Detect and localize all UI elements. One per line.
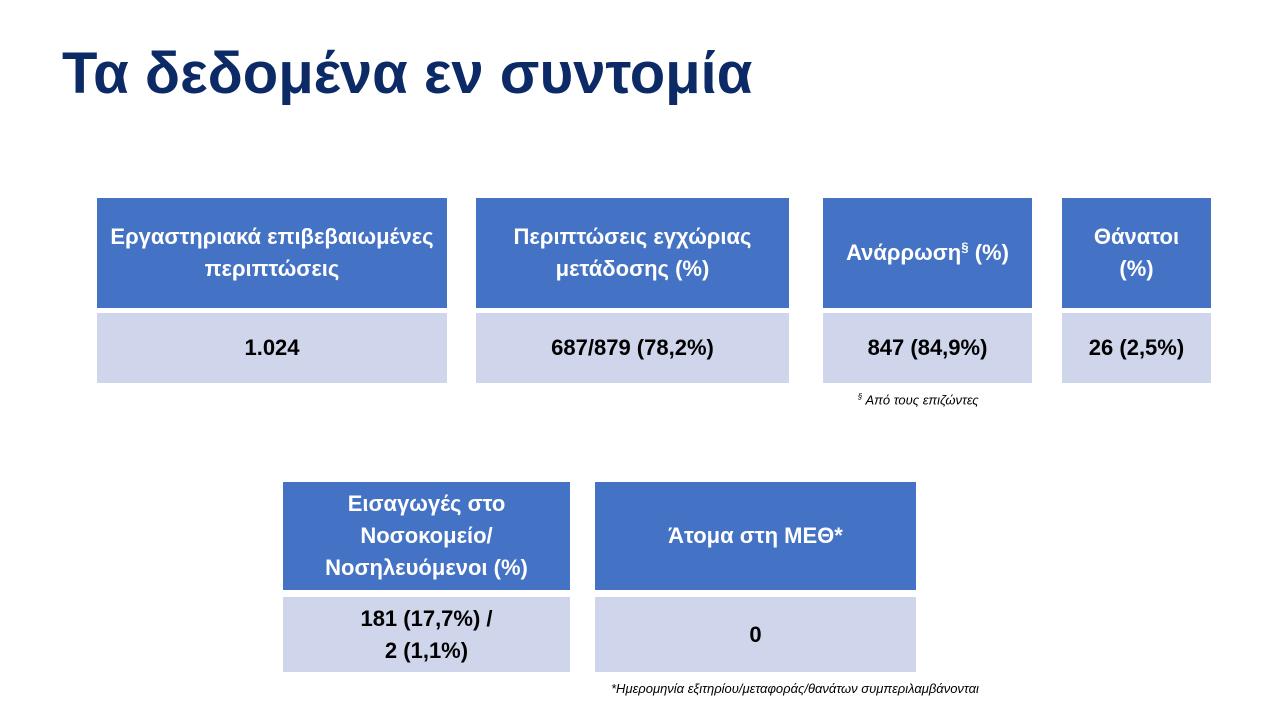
card-value: 0 [595,597,916,672]
slide-title: Τα δεδομένα εν συντομία [62,41,753,106]
footnote: *Ημερομηνία εξιτηρίου/μεταφοράς/θανάτων … [611,681,979,696]
card-header: Εισαγωγές στο Νοσοκομείο/ Νοσηλευόμενοι … [283,482,570,590]
header-text: Περιπτώσεις εγχώριας μετάδοσης (%) [513,224,752,281]
footnote-text: *Ημερομηνία εξιτηρίου/μεταφοράς/θανάτων … [611,681,979,696]
value-text: 1.024 [244,335,300,361]
card-value: 847 (84,9%) [823,313,1032,383]
header-text: Εργαστηριακά επιβεβαιωμένες περιπτώσεις [110,224,434,281]
card-header: Εργαστηριακά επιβεβαιωμένες περιπτώσεις [97,198,447,308]
card-header: Θάνατοι (%) [1062,198,1211,308]
card-header: Άτομα στη ΜΕΘ* [595,482,916,590]
footnote-text: Από τους επιζώντες [865,392,979,408]
header-suffix: (%) [974,240,1009,266]
header-text: Θάνατοι (%) [1093,224,1180,281]
card-value: 26 (2,5%) [1062,313,1211,383]
card-value: 1.024 [97,313,447,383]
card-header: Περιπτώσεις εγχώριας μετάδοσης (%) [476,198,789,308]
value-line: 2 (1,1%) [384,637,469,663]
value-text: 687/879 (78,2%) [551,335,714,361]
value-text: 0 [749,621,762,647]
value-text: 26 (2,5%) [1088,335,1185,361]
card-header: Ανάρρωση§ (%) [823,198,1032,308]
value-line: 181 (17,7%) / [360,605,493,631]
header-mark: § [961,239,969,255]
header-text: Άτομα στη ΜΕΘ* [668,523,843,549]
footnote: § Από τους επιζώντες [858,392,979,407]
header-text: Ανάρρωση§ (%) [846,239,1009,266]
header-text: Εισαγωγές στο Νοσοκομείο/ Νοσηλευόμενοι … [325,491,528,580]
card-value: 687/879 (78,2%) [476,313,789,383]
value-text: 847 (84,9%) [867,335,988,361]
card-value: 181 (17,7%) / 2 (1,1%) [283,597,570,672]
footnote-mark: § [858,392,863,401]
